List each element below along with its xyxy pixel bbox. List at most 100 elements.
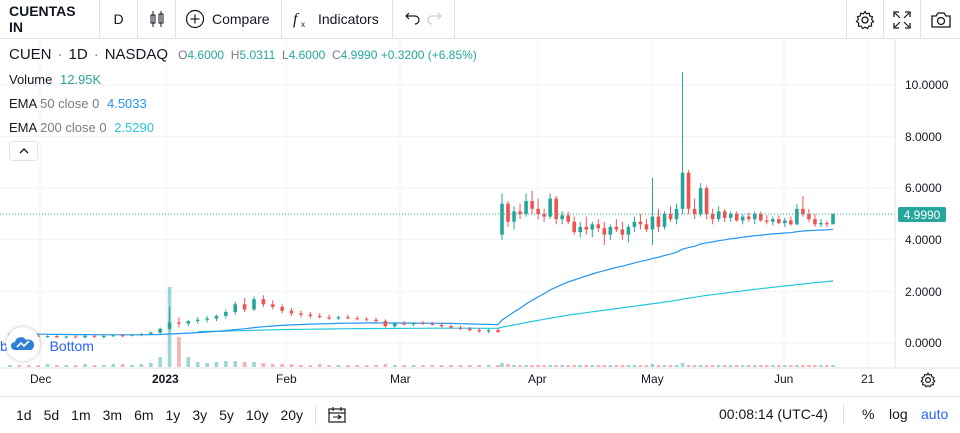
volume-bar (530, 365, 534, 367)
range-5d[interactable]: 5d (43, 407, 60, 423)
range-6m[interactable]: 6m (134, 407, 154, 423)
candle-body (614, 226, 619, 230)
chart-type-button[interactable] (138, 0, 176, 39)
percent-scale-button[interactable]: % (862, 406, 875, 422)
indicators-button[interactable]: f x Indicators (282, 0, 393, 39)
right-tools (846, 0, 960, 39)
candle-body (64, 336, 69, 338)
candle-body (783, 220, 787, 224)
volume-bar (8, 365, 12, 367)
volume-bar (614, 365, 619, 367)
ema50-path (10, 228, 834, 336)
candle-body (411, 322, 416, 325)
volume-bar (554, 365, 558, 367)
candle-body (578, 226, 583, 233)
compare-button[interactable]: Compare (176, 0, 282, 39)
candle-body (716, 211, 721, 220)
range-20y[interactable]: 20y (280, 407, 304, 423)
log-scale-button[interactable]: log (889, 406, 908, 422)
candle-body (746, 216, 751, 220)
volume-bar (36, 365, 40, 367)
candle-body (205, 318, 209, 320)
y-tick-label: 4.0000 (905, 233, 942, 247)
volume-bar (590, 365, 595, 367)
candle-body (674, 208, 679, 220)
goto-date-icon[interactable] (328, 407, 346, 423)
range-3y[interactable]: 3y (192, 407, 208, 423)
interval-button[interactable]: D (100, 0, 138, 39)
volume-bar (177, 337, 181, 367)
candle-body (195, 319, 200, 322)
volume-bar (477, 365, 482, 367)
volume-bar (734, 365, 739, 367)
volume-bar (392, 365, 397, 367)
svg-text:f: f (293, 11, 300, 28)
settings-button[interactable] (846, 0, 883, 39)
candle-body (439, 324, 444, 327)
legend-collapse-button[interactable] (9, 141, 38, 161)
volume-bar (64, 365, 69, 367)
x-tick-label: Jun (774, 372, 794, 386)
candle-body (680, 172, 685, 209)
candle-body (560, 215, 564, 220)
candle-body (252, 299, 256, 310)
candle-body (280, 306, 284, 311)
legend-volume[interactable]: Volume 12.95K (9, 72, 102, 87)
candle-body (158, 328, 162, 333)
divider (843, 404, 844, 424)
candle-body (758, 214, 763, 221)
undo-icon[interactable] (404, 12, 421, 26)
candle-body (668, 214, 673, 220)
range-1m[interactable]: 1m (71, 407, 91, 423)
volume-bar (120, 364, 125, 367)
candle-body (602, 228, 607, 235)
range-10y[interactable]: 10y (245, 407, 269, 423)
candle-body (650, 216, 655, 230)
volume-bar (102, 365, 106, 367)
volume-bar (704, 365, 709, 367)
divider (315, 405, 317, 425)
redo-icon[interactable] (426, 12, 443, 26)
price-chart[interactable] (0, 0, 960, 396)
volume-bar (740, 365, 745, 367)
symbol-search-button[interactable]: CUENTAS IN (0, 0, 100, 39)
y-tick-label: 2.0000 (905, 285, 942, 299)
volume-bar (317, 364, 322, 367)
auto-scale-button[interactable]: auto (921, 406, 949, 422)
cloud-logo-icon (11, 337, 35, 350)
candle-body (524, 201, 528, 214)
volume-bar (542, 365, 546, 367)
candle-body (130, 334, 134, 336)
candle-body (752, 214, 757, 220)
volume-bars (8, 287, 835, 367)
x-tick-label: 21 (861, 372, 875, 386)
volume-bar (692, 365, 697, 367)
legend-ticker[interactable]: CUEN (9, 46, 52, 63)
range-5y[interactable]: 5y (219, 407, 234, 423)
candle-body (771, 219, 775, 222)
volume-bar (383, 364, 388, 367)
candle-body (270, 304, 275, 307)
candle-body (308, 314, 313, 316)
legend-ema200[interactable]: EMA 200 close 0 2.5290 (9, 120, 154, 135)
candle-body (710, 214, 715, 220)
x-tick-label: Apr (528, 372, 547, 386)
volume-bar (402, 365, 406, 367)
volume-bar (620, 365, 625, 367)
svg-text:x: x (301, 20, 305, 29)
volume-bar (55, 365, 59, 367)
axis-settings-button[interactable] (920, 372, 936, 393)
range-3m[interactable]: 3m (102, 407, 123, 423)
legend-ema50[interactable]: EMA 50 close 0 4.5033 (9, 96, 147, 111)
clock-timezone[interactable]: 00:08:14 (UTC-4) (719, 406, 828, 422)
range-1y[interactable]: 1y (165, 407, 181, 423)
range-1d[interactable]: 1d (16, 407, 32, 423)
fullscreen-button[interactable] (883, 0, 920, 39)
plus-circle-icon (185, 9, 205, 29)
indicators-label: Indicators (318, 11, 379, 27)
candle-body (496, 330, 500, 333)
snapshot-button[interactable] (920, 0, 960, 39)
broker-logo[interactable] (6, 327, 40, 361)
y-tick-label: 0.0000 (905, 336, 942, 350)
volume-bar (710, 365, 715, 367)
